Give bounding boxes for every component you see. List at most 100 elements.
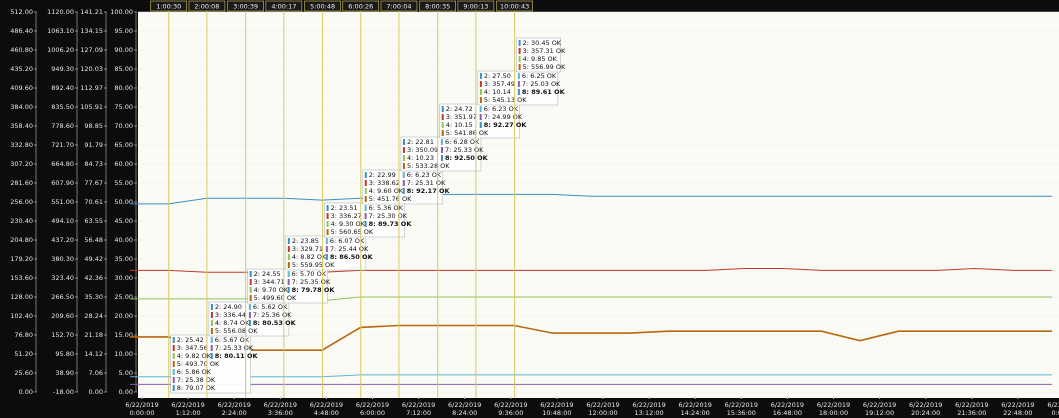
tooltip-value: 4: 10.23 [407, 154, 434, 162]
y-tick-label: 77.67 [84, 179, 103, 187]
series-marker [441, 114, 444, 120]
series-marker [248, 304, 251, 310]
tooltip-value: 7: 25.30 OK [369, 212, 408, 220]
series-marker [287, 271, 290, 277]
series-marker [249, 287, 252, 293]
tooltip-value: 3: 347.56 [177, 344, 208, 352]
tooltip-box [516, 37, 561, 73]
cursor-tag [265, 0, 303, 12]
series-marker [441, 130, 444, 136]
x-date: 6/22/2019 [125, 401, 158, 409]
series-marker [210, 328, 213, 334]
y-tick-label: 28.24 [84, 312, 103, 320]
series-marker [440, 139, 443, 145]
series-marker [479, 114, 482, 120]
y-tick-label: 76.80 [14, 331, 33, 339]
y-tick-label: 112.97 [80, 84, 103, 92]
series-marker [248, 312, 251, 318]
tooltip-value: 7: 25.44 OK [330, 245, 369, 253]
y-tick-label: 204.80 [10, 236, 33, 244]
tooltip-value: 6: 6.25 OK [522, 72, 557, 80]
y-tick-label: 98.85 [84, 122, 103, 130]
series-marker [210, 345, 213, 351]
y-tick-label: 153.60 [10, 274, 33, 282]
x-date: 6/22/2019 [494, 401, 527, 409]
tooltip-value: 2: 23.85 [292, 237, 319, 245]
tooltip-value: 5: 451.76 OK [369, 195, 412, 203]
tooltip-value: 2: 24.72 [446, 105, 473, 113]
x-date: 6/23/2019 [1047, 401, 1059, 409]
y-tick-label: 14.12 [84, 350, 103, 358]
tooltip-value: 8: 92.17 OK [407, 187, 451, 195]
tooltip-value: 4: 8.82 OK [292, 253, 327, 261]
y-tick-label: 152.70 [51, 331, 74, 339]
x-time: 15:36:00 [727, 409, 756, 417]
tooltip-value: 5: 545.13 OK [484, 96, 527, 104]
y-tick-label: 10.00 [114, 350, 133, 358]
series-marker [249, 279, 252, 285]
series-marker [479, 122, 482, 128]
y-tick-label: 51.20 [14, 350, 33, 358]
series-marker [287, 238, 290, 244]
y-tick-label: 494.10 [51, 217, 74, 225]
y-tick-label: 0.00 [19, 388, 33, 396]
x-time: 8:24:00 [452, 409, 477, 417]
cursor-time: 2:00:08 [194, 3, 219, 11]
tooltip-value: 3: 357.31 OK [523, 47, 566, 55]
x-time: 7:12:00 [406, 409, 431, 417]
x-date: 6/22/2019 [632, 401, 665, 409]
series-marker [326, 213, 329, 219]
y-tick-label: 21.18 [84, 331, 103, 339]
y-tick-label: 95.00 [114, 27, 133, 35]
x-time: 0:00:00 [1051, 409, 1059, 417]
y-tick-label: 70.61 [84, 198, 103, 206]
series-marker [364, 213, 367, 219]
x-time: 21:36:00 [957, 409, 986, 417]
tooltip-value: 6: 6.07 OK [330, 237, 365, 245]
series-marker [287, 254, 290, 260]
series-marker [518, 64, 521, 70]
x-time: 4:48:00 [314, 409, 339, 417]
tooltip-value: 5: 499.60 OK [254, 294, 297, 302]
tooltip-value: 4: 10.15 [446, 121, 473, 129]
tooltip-value: 5: 533.28 OK [407, 162, 450, 170]
x-date: 6/22/2019 [171, 401, 204, 409]
y-tick-label: 435.20 [10, 65, 33, 73]
series-marker [172, 385, 175, 391]
series-marker [364, 188, 367, 194]
series-marker [479, 73, 482, 79]
y-tick-label: 409.60 [10, 84, 33, 92]
tooltip-value: 8: 79.07 OK [177, 384, 216, 392]
series-marker [517, 81, 520, 87]
series-marker [518, 40, 521, 46]
y-tick-label: 105.91 [80, 103, 103, 111]
tooltip-value: 8: 86.50 OK [330, 253, 374, 261]
tooltip-value: 2: 30.45 OK [523, 39, 562, 47]
y-tick-label: -18.00 [53, 388, 74, 396]
y-tick-label: 50.00 [114, 198, 133, 206]
tooltip-value: 2: 24.55 [254, 270, 281, 278]
series-marker [287, 262, 290, 268]
series-marker [248, 320, 251, 326]
series-marker [249, 271, 252, 277]
tooltip-value: 8: 89.73 OK [369, 220, 413, 228]
x-time: 18:00:00 [819, 409, 848, 417]
cursor-tag [419, 0, 457, 12]
y-tick-label: 90.00 [114, 46, 133, 54]
cursor-tag [150, 0, 188, 12]
cursor-tag [188, 0, 226, 12]
y-tick-label: 120.03 [80, 65, 103, 73]
series-marker [364, 221, 367, 227]
y-tick-label: 42.36 [84, 274, 103, 282]
x-date: 6/22/2019 [725, 401, 758, 409]
series-marker [402, 147, 405, 153]
series-marker [441, 106, 444, 112]
tooltip-value: 2: 22.81 [407, 138, 434, 146]
series-marker [325, 254, 328, 260]
series-marker [287, 246, 290, 252]
y-tick-label: 141.21 [80, 8, 103, 16]
series-marker [402, 155, 405, 161]
tooltip-value: 4: 10.14 [484, 88, 511, 96]
tooltip-value: 7: 24.99 OK [484, 113, 523, 121]
series-marker [249, 295, 252, 301]
